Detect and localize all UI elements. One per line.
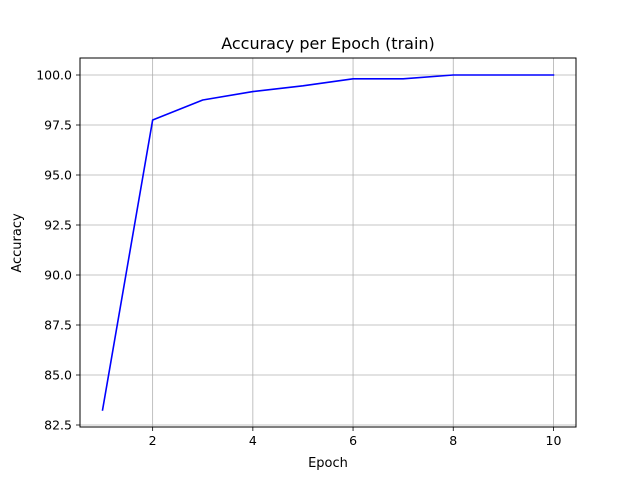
accuracy-series-line [101, 74, 555, 411]
chart-title: Accuracy per Epoch (train) [221, 34, 435, 53]
tick-marks [76, 74, 554, 431]
y-tick-label: 92.5 [44, 218, 72, 233]
y-tick-label: 85.0 [44, 368, 72, 383]
plot-area [76, 57, 577, 431]
y-tick-label: 87.5 [44, 318, 72, 333]
y-tick-label: 100.0 [36, 68, 72, 83]
x-tick-label: 8 [449, 433, 457, 448]
x-axis-label: Epoch [308, 456, 348, 471]
x-tick-label: 4 [249, 433, 257, 448]
x-tick-label: 6 [349, 433, 357, 448]
y-axis-label: Accuracy [10, 213, 25, 273]
y-tick-label: 95.0 [44, 168, 72, 183]
x-tick-label: 2 [149, 433, 157, 448]
y-tick-label: 82.5 [44, 418, 72, 433]
y-tick-label: 97.5 [44, 118, 72, 133]
x-tick-label: 10 [546, 433, 562, 448]
axes-frame [79, 57, 577, 428]
series-layer [101, 74, 555, 411]
y-tick-label: 90.0 [44, 268, 72, 283]
